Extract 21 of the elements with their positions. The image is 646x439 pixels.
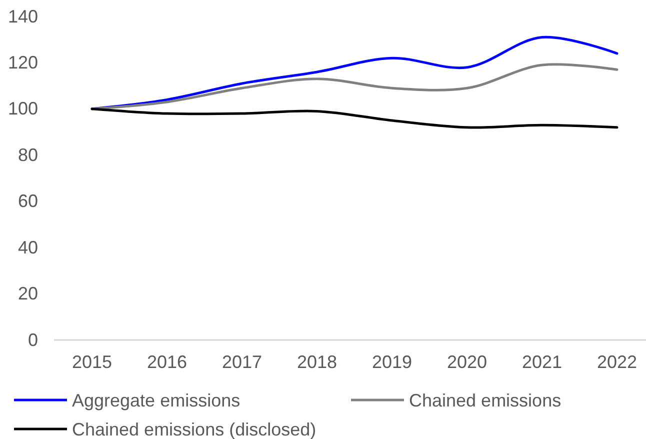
y-tick-label: 0 bbox=[28, 330, 38, 350]
y-tick-label: 20 bbox=[18, 284, 38, 304]
y-tick-label: 140 bbox=[8, 6, 38, 26]
x-tick-label: 2016 bbox=[146, 352, 188, 372]
legend-label: Chained emissions (disclosed) bbox=[72, 419, 316, 439]
y-tick-label: 80 bbox=[18, 144, 38, 165]
legend-label: Chained emissions bbox=[409, 390, 562, 410]
y-tick-label: 40 bbox=[18, 237, 38, 258]
x-tick-label: 2017 bbox=[222, 352, 262, 372]
x-tick-label: 2022 bbox=[596, 352, 638, 372]
line-series bbox=[90, 63, 618, 110]
y-tick-label: 100 bbox=[8, 98, 38, 119]
x-tick-label: 2021 bbox=[522, 352, 562, 372]
legend-label: Aggregate emissions bbox=[72, 390, 240, 410]
y-tick-label: 120 bbox=[8, 52, 38, 72]
x-tick-label: 2020 bbox=[446, 352, 488, 372]
x-tick-label: 2019 bbox=[372, 352, 412, 372]
x-tick-label: 2018 bbox=[296, 352, 338, 372]
y-tick-label: 60 bbox=[18, 191, 38, 212]
line-series bbox=[90, 108, 618, 129]
x-tick-label: 2015 bbox=[72, 352, 112, 372]
